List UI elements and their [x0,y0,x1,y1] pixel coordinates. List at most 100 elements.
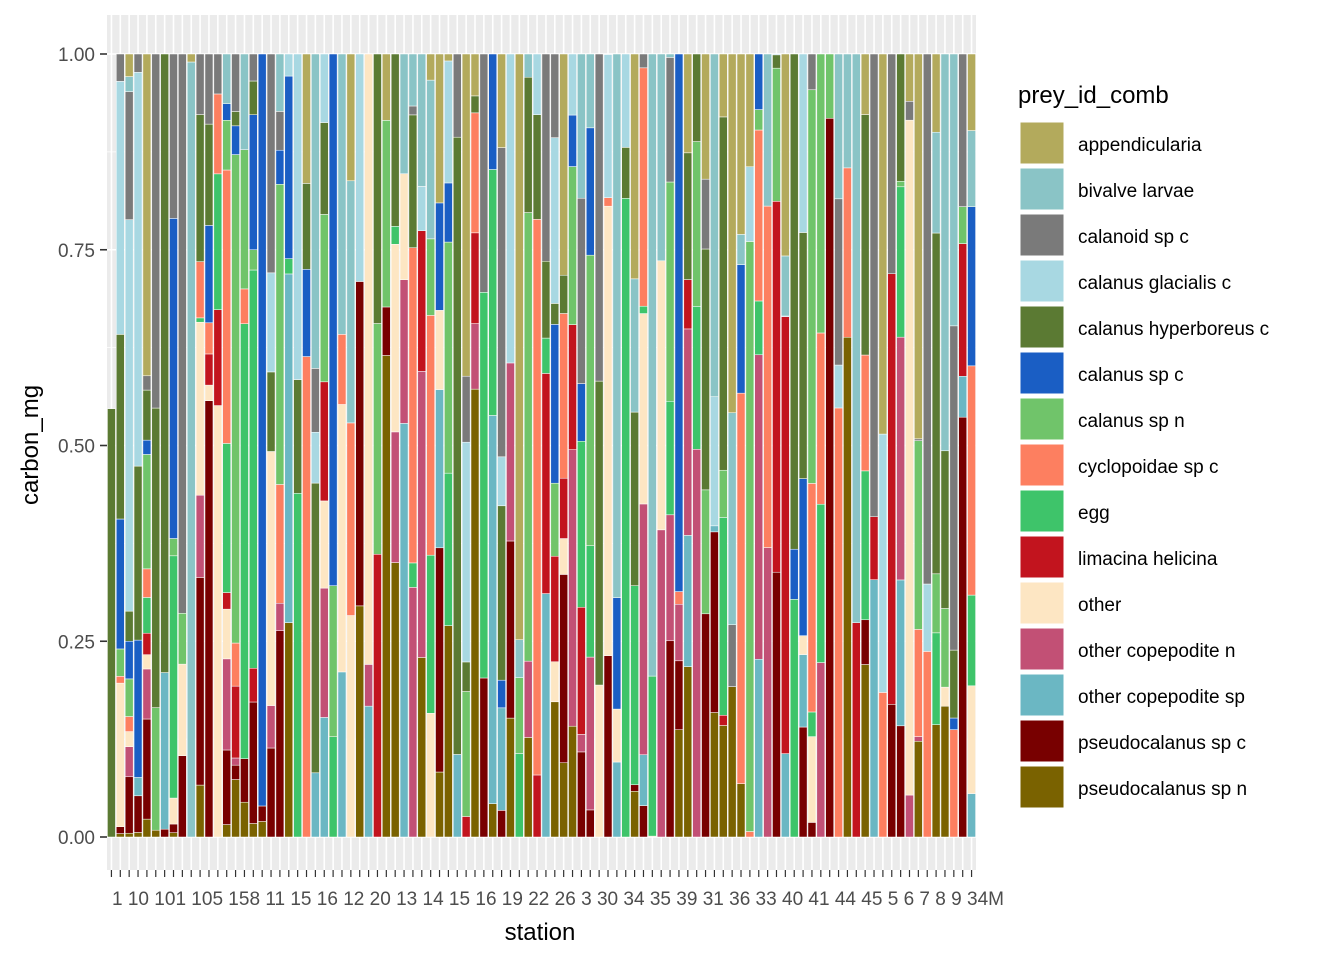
bar-segment [240,802,248,837]
bar-segment [471,54,479,96]
bar-segment [790,549,798,599]
legend-key [1020,352,1064,394]
bar-segment [134,640,142,777]
bar-segment [684,153,692,280]
bar-segment [569,167,577,325]
bar-segment [365,664,373,706]
bar-segment [356,54,364,281]
bar-segment [950,718,958,730]
bar-segment [569,726,577,837]
bar-segment [560,275,568,313]
bar-segment [702,179,710,249]
bar-segment [409,587,417,837]
bar-segment [542,54,550,261]
bar-segment [577,384,585,442]
bar-segment [781,754,789,837]
bar-segment [249,54,257,81]
bar-segment [533,219,541,775]
bar-segment [737,54,745,234]
bar-segment [409,54,417,106]
bar-segment [968,207,976,366]
bar-segment [356,281,364,605]
bar-segment [152,708,160,831]
legend-label: calanoid sp c [1078,227,1189,248]
bar-segment [852,623,860,837]
bar-segment [382,307,390,356]
bar-segment [666,641,674,837]
legend-label: calanus hyperboreus c [1078,319,1269,340]
bar-segment [125,679,133,717]
bar-segment [808,90,816,484]
bar-segment [223,104,231,121]
bar-segment [161,54,169,673]
bar-segment [134,466,142,640]
bar-segment [249,702,257,824]
legend-title: prey_id_comb [1018,82,1169,109]
bar-segment [560,574,568,762]
bar-segment [116,54,124,81]
bar-segment [320,54,328,123]
bar-segment [604,656,612,837]
bar-segment [897,580,905,726]
bar-segment [498,506,506,680]
bar-segment [719,715,727,725]
bar-segment [843,168,851,337]
bar-segment [914,54,922,439]
bar-segment [489,54,497,169]
bar-segment [870,517,878,580]
bar-segment [453,754,461,837]
bar-segment [391,226,399,244]
bar-segment [631,279,639,412]
bar-segment [400,54,408,174]
bar-segment [639,755,647,806]
bar-segment [764,548,772,837]
bar-segment [320,588,328,717]
bar-segment [604,206,612,655]
bar-segment [524,661,532,737]
bar-segment [631,54,639,279]
bar-segment [551,483,559,556]
bar-segment [267,748,275,837]
bar-segment [294,380,302,494]
legend-key [1020,168,1064,210]
bar-segment [116,683,124,827]
bar-segment [489,415,497,803]
y-tick-label: 1.00 [58,45,95,66]
y-tick-label: 0.00 [58,828,95,849]
bar-segment [303,54,311,183]
bar-segment [799,54,807,233]
bar-segment [595,685,603,837]
bar-segment [170,824,178,833]
bar-segment [569,450,577,727]
bar-segment [533,54,541,115]
bar-segment [143,454,151,568]
legend-key [1020,536,1064,578]
bar-segment [409,248,417,563]
bar-segment [515,54,523,640]
bar-segment [498,680,506,708]
bar-segment [205,385,213,401]
bar-segment [577,607,585,734]
bar-segment [267,54,275,273]
bar-segment [116,81,124,334]
bar-segment [524,737,532,837]
bar-segment [489,804,497,837]
bar-segment [914,741,922,837]
bar-segment [835,199,843,365]
bar-segment [577,734,585,751]
bar-segment [311,773,319,837]
bar-segment [205,354,213,385]
bar-segment [675,730,683,837]
bar-segment [772,54,780,55]
bar-segment [799,727,807,837]
bar-segment [914,439,922,441]
bar-segment [170,833,178,837]
bar-segment [427,713,435,837]
bar-segment [888,54,896,274]
bar-segment [276,111,284,150]
bar-segment [143,376,151,390]
bar-segment [613,709,621,762]
bar-segment [914,737,922,742]
bar-segment [347,423,355,616]
